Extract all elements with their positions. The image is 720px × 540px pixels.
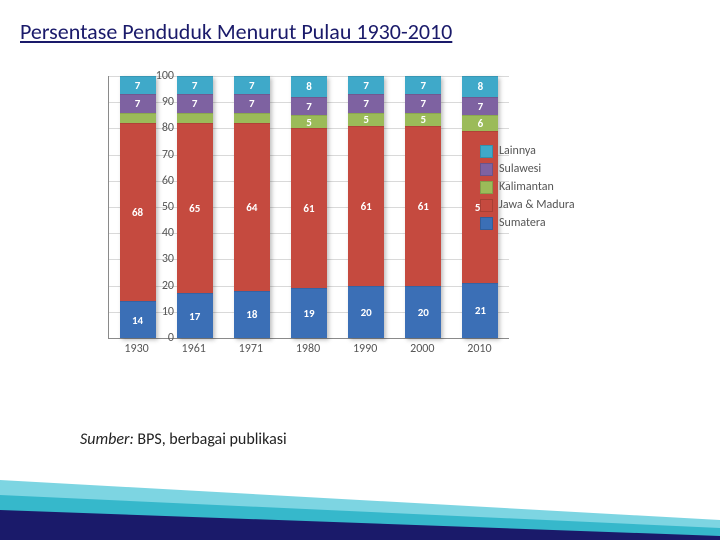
segment-Kalimantan: 5 <box>291 115 327 128</box>
y-tick-label: 20 <box>134 279 174 293</box>
x-tick-label: 2010 <box>467 342 491 356</box>
legend-label: Kalimantan <box>499 180 554 194</box>
source-prefix: Sumber: <box>80 430 134 449</box>
source-text: Sumber: BPS, berbagai publikasi <box>80 430 287 449</box>
y-tick-label: 40 <box>134 226 174 240</box>
x-tick-label: 1980 <box>296 342 320 356</box>
segment-Lainnya: 7 <box>234 76 270 94</box>
legend-swatch <box>480 217 493 230</box>
segment-Sulawesi: 7 <box>234 94 270 112</box>
y-tick-label: 80 <box>134 121 174 135</box>
legend-label: Sulawesi <box>499 162 541 176</box>
legend-label: Sumatera <box>499 216 546 230</box>
bar-1961: 77 6517 <box>177 76 213 338</box>
legend-item: Lainnya <box>480 144 575 158</box>
legend-item: Jawa & Madura <box>480 198 575 212</box>
segment-Sulawesi: 7 <box>348 94 384 112</box>
legend-swatch <box>480 199 493 212</box>
x-tick-label: 1971 <box>239 342 263 356</box>
y-tick-label: 90 <box>134 95 174 109</box>
segment-Lainnya: 8 <box>291 76 327 97</box>
segment-Lainnya: 7 <box>177 76 213 94</box>
x-tick-label: 1961 <box>182 342 206 356</box>
segment-Lainnya: 7 <box>348 76 384 94</box>
segment-Kalimantan: 5 <box>405 113 441 126</box>
bar-1990: 7756120 <box>348 76 384 338</box>
legend-swatch <box>480 145 493 158</box>
y-tick-label: 60 <box>134 174 174 188</box>
y-tick-label: 10 <box>134 305 174 319</box>
legend-swatch <box>480 181 493 194</box>
y-tick-label: 50 <box>134 200 174 214</box>
x-tick-label: 2000 <box>410 342 434 356</box>
y-tick-label: 100 <box>134 69 174 83</box>
bar-1980: 8756119 <box>291 76 327 338</box>
segment-Sumatera: 20 <box>348 286 384 338</box>
bar-2000: 7756120 <box>405 76 441 338</box>
legend-label: Lainnya <box>499 144 536 158</box>
segment-Jawa-&-Madura: 61 <box>405 126 441 286</box>
segment-Lainnya: 7 <box>405 76 441 94</box>
x-tick-label: 1930 <box>124 342 148 356</box>
y-tick-label: 70 <box>134 148 174 162</box>
segment-Sulawesi: 7 <box>177 94 213 112</box>
segment-Jawa-&-Madura: 61 <box>348 126 384 286</box>
chart-legend: Lainnya Sulawesi Kalimantan Jawa & Madura Su… <box>480 140 575 234</box>
segment-Kalimantan <box>177 113 213 123</box>
segment-Lainnya: 8 <box>462 76 498 97</box>
segment-Kalimantan: 6 <box>462 115 498 131</box>
segment-Kalimantan: 5 <box>348 113 384 126</box>
segment-Jawa-&-Madura: 61 <box>291 128 327 288</box>
legend-item: Kalimantan <box>480 180 575 194</box>
legend-label: Jawa & Madura <box>499 198 575 212</box>
segment-Sulawesi: 7 <box>405 94 441 112</box>
segment-Sumatera: 17 <box>177 293 213 338</box>
segment-Sulawesi: 7 <box>291 97 327 115</box>
x-tick-label: 1990 <box>353 342 377 356</box>
segment-Sumatera: 19 <box>291 288 327 338</box>
segment-Sumatera: 21 <box>462 283 498 338</box>
y-tick-label: 30 <box>134 252 174 266</box>
legend-swatch <box>480 163 493 176</box>
segment-Sumatera: 20 <box>405 286 441 338</box>
segment-Jawa-&-Madura: 65 <box>177 123 213 293</box>
bar-1971: 77 6418 <box>234 76 270 338</box>
segment-Jawa-&-Madura: 64 <box>234 123 270 291</box>
footer-decoration <box>0 450 720 540</box>
slide-title: Persentase Penduduk Menurut Pulau 1930-2… <box>20 18 452 45</box>
source-body: BPS, berbagai publikasi <box>134 430 287 449</box>
segment-Kalimantan <box>234 113 270 123</box>
segment-Sulawesi: 7 <box>462 97 498 115</box>
segment-Sumatera: 18 <box>234 291 270 338</box>
legend-item: Sumatera <box>480 216 575 230</box>
legend-item: Sulawesi <box>480 162 575 176</box>
